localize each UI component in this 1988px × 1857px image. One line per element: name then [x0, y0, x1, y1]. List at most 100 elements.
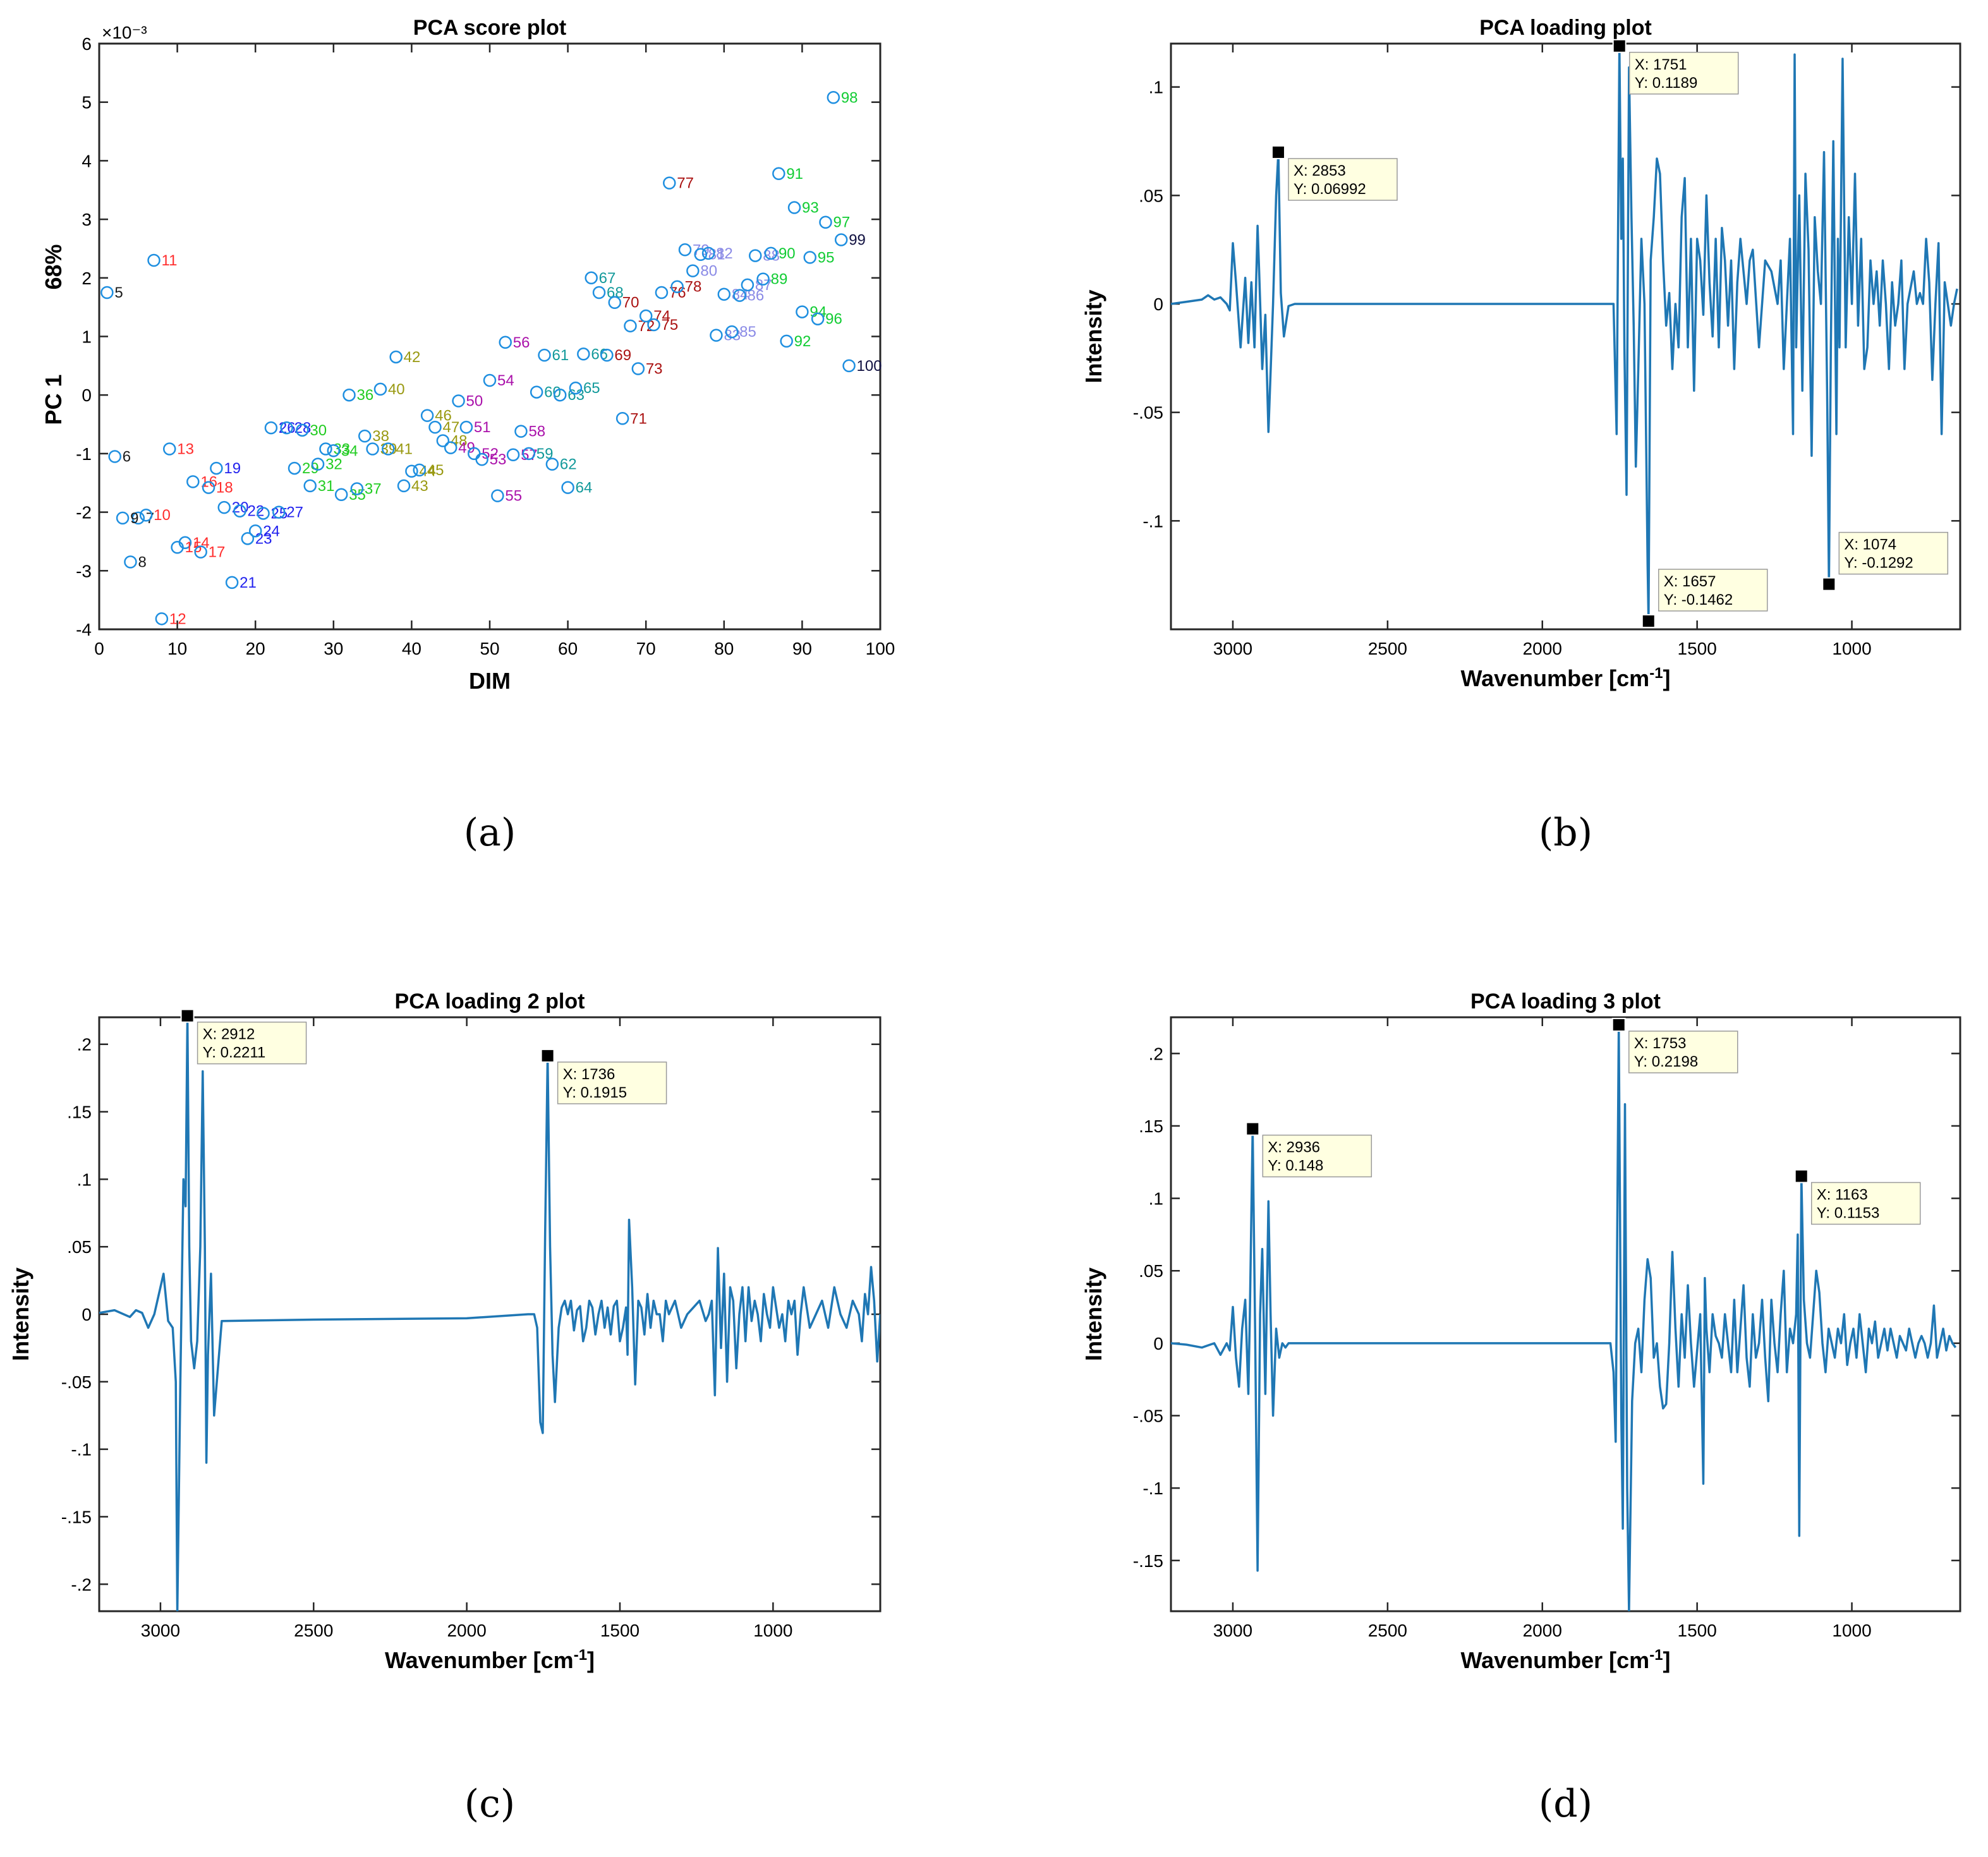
- score-point: [444, 441, 458, 454]
- x-tick-label: 0: [94, 639, 104, 658]
- score-point: [272, 505, 286, 519]
- loading-series-line: [1171, 1024, 1957, 1611]
- score-point: [631, 362, 645, 375]
- y-tick-label: -.05: [1133, 403, 1163, 423]
- score-point: [787, 201, 801, 214]
- datatip-box: [1838, 531, 1949, 575]
- score-point: [225, 576, 239, 590]
- y-tick-label: 0: [82, 1305, 92, 1324]
- x-tick-label: 3000: [1213, 639, 1252, 658]
- score-point: [756, 272, 770, 286]
- point-label: 41: [396, 440, 413, 457]
- score-point: [241, 532, 255, 545]
- datatip-marker: [1794, 1169, 1809, 1183]
- chart-title: PCA loading plot: [1479, 16, 1652, 40]
- x-axis-label: Wavenumber [cm-1]: [1460, 665, 1670, 692]
- y-axis-label: PC 1: [40, 374, 66, 425]
- score-point: [600, 348, 614, 362]
- score-point: [459, 420, 473, 434]
- score-point: [217, 500, 231, 514]
- point-label: 100: [857, 358, 882, 375]
- y-tick-label: -.1: [1142, 1479, 1163, 1498]
- point-label: 82: [716, 245, 733, 262]
- point-label: 67: [599, 270, 616, 287]
- score-point: [319, 442, 332, 456]
- datatip-x-text: X: 1163: [1817, 1187, 1868, 1204]
- x-tick-label: 20: [246, 639, 265, 658]
- point-label: 11: [162, 252, 178, 269]
- score-point: [514, 425, 528, 438]
- point-label: 80: [700, 263, 717, 280]
- datatip-marker: [1822, 577, 1836, 591]
- score-point: [342, 388, 356, 402]
- score-point: [311, 457, 325, 471]
- point-label: 24: [263, 523, 280, 540]
- point-label: 97: [833, 214, 850, 231]
- point-label: 12: [169, 610, 186, 627]
- score-point: [764, 246, 778, 260]
- point-label: 48: [451, 433, 468, 450]
- point-label: 68: [607, 284, 624, 301]
- y-tick-label: -.05: [1133, 1406, 1163, 1425]
- score-point: [624, 319, 637, 333]
- x-axis-label: Wavenumber [cm-1]: [1460, 1647, 1670, 1674]
- y-tick-label: -3: [76, 561, 92, 581]
- y-tick-label: .05: [1139, 1261, 1163, 1281]
- score-point: [701, 246, 715, 260]
- datatip-x-text: X: 2912: [203, 1026, 255, 1043]
- y-axis-variance-label: 68%: [40, 244, 66, 289]
- point-label: 61: [552, 347, 569, 364]
- score-point: [116, 511, 130, 525]
- score-point: [162, 442, 176, 456]
- y-tick-label: -4: [76, 620, 92, 639]
- x-tick-label: 2000: [1523, 1621, 1562, 1640]
- point-label: 21: [239, 574, 257, 591]
- point-label: 22: [247, 503, 264, 520]
- y-tick-label: -.15: [61, 1507, 92, 1527]
- point-label: 56: [513, 334, 530, 351]
- datatip-x-text: X: 1751: [1635, 56, 1687, 73]
- score-point: [186, 475, 200, 488]
- score-point: [147, 253, 161, 267]
- y-tick-label: .2: [1149, 1044, 1163, 1063]
- panel-b-loading-plot: 3000 2500 2000 1500 1000 -.1 -.05 0 .05 .1 PCA loa…: [1081, 16, 1961, 855]
- y-tick-label: 0: [82, 385, 92, 405]
- point-label: 72: [638, 318, 655, 335]
- point-label: 60: [544, 384, 561, 401]
- score-point: [264, 421, 278, 435]
- score-point: [428, 420, 442, 434]
- point-label: 5: [114, 284, 123, 301]
- y-tick-label: .15: [67, 1103, 92, 1122]
- point-label: 85: [739, 324, 756, 341]
- point-label: 89: [771, 271, 788, 288]
- x-tick-label: 90: [792, 639, 812, 658]
- point-label: 93: [802, 200, 819, 217]
- point-label: 92: [794, 333, 811, 350]
- x-axis-label: Wavenumber [cm-1]: [385, 1647, 595, 1674]
- score-point: [382, 442, 395, 456]
- datatip-marker: [540, 1048, 555, 1063]
- point-label: 27: [286, 504, 303, 521]
- score-point: [585, 271, 598, 285]
- x-tick-label: 1500: [1678, 639, 1717, 658]
- score-point: [139, 508, 153, 522]
- point-label: 74: [653, 308, 670, 325]
- score-point: [717, 287, 731, 301]
- score-point: [350, 482, 364, 495]
- score-point: [257, 507, 270, 520]
- score-point: [803, 251, 817, 264]
- datatip-x-text: X: 1074: [1844, 536, 1896, 553]
- plot-area: [1170, 1016, 1961, 1612]
- score-point: [233, 504, 246, 517]
- point-label: 15: [185, 539, 202, 556]
- y-tick-label: 1: [82, 327, 92, 347]
- point-label: 75: [662, 317, 679, 334]
- score-point: [499, 336, 512, 349]
- datatip-x-text: X: 2936: [1268, 1139, 1320, 1156]
- datatip-x-text: X: 1657: [1664, 573, 1716, 590]
- score-point: [842, 359, 856, 373]
- score-point: [834, 233, 848, 246]
- score-point: [811, 312, 825, 325]
